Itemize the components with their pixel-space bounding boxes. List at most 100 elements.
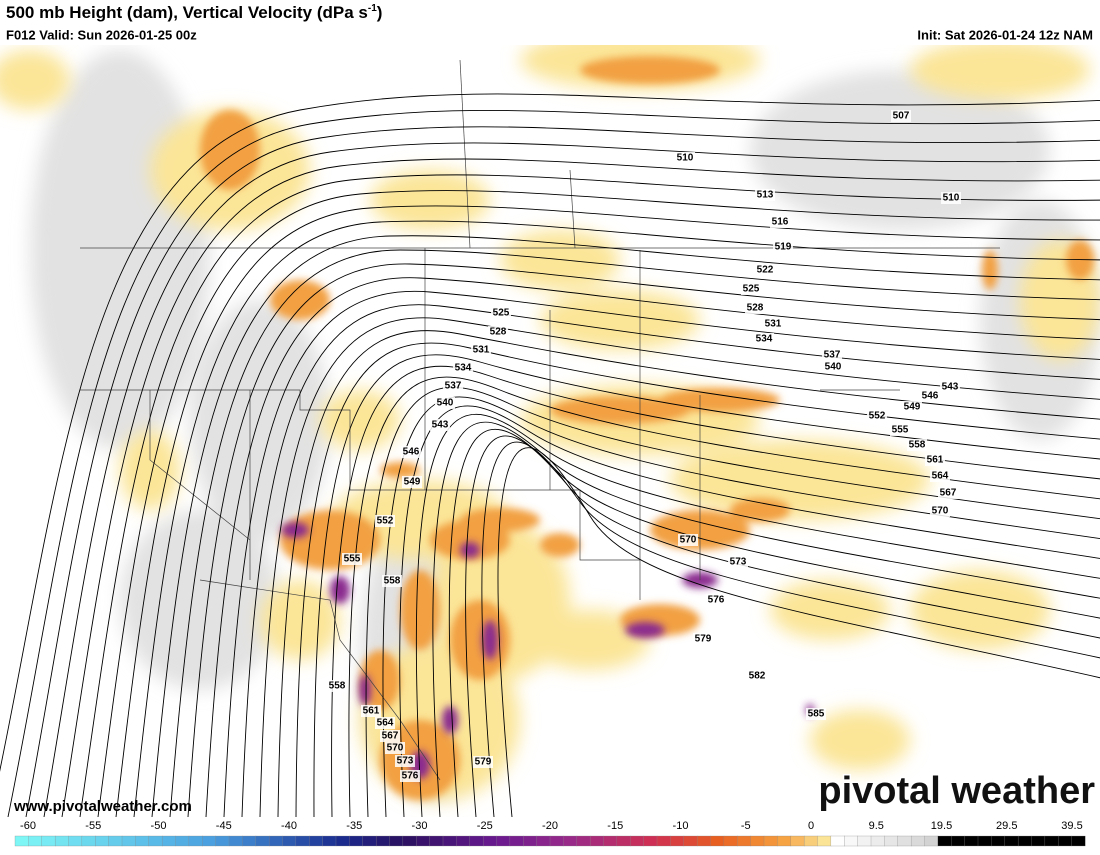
contour-label: 576 <box>708 595 725 606</box>
contour-line <box>448 428 1100 817</box>
colorbar-segment <box>28 835 43 847</box>
colorbar-segment <box>1071 835 1086 847</box>
colorbar-segment <box>295 835 310 847</box>
contour-label-bg <box>867 410 887 422</box>
colorbar-label: -60 <box>20 820 36 832</box>
colorbar-segment <box>14 835 29 847</box>
gray-area <box>750 70 1050 230</box>
yellow-area <box>500 230 620 290</box>
colorbar-segment <box>509 835 524 847</box>
colorbar-label: -35 <box>346 820 362 832</box>
colorbar-segment <box>175 835 190 847</box>
colorbar-segment <box>603 835 618 847</box>
contour-label: 570 <box>387 743 404 754</box>
colorbar-segment <box>121 835 136 847</box>
contour-label: 513 <box>757 190 774 201</box>
orange-area <box>270 280 330 320</box>
colorbar-segment <box>242 835 257 847</box>
border-line <box>569 169 576 249</box>
colorbar-segment <box>429 835 444 847</box>
contour-label: 561 <box>363 706 380 717</box>
contour-label: 576 <box>402 771 419 782</box>
contour-label-bg <box>770 216 790 228</box>
contour-label-bg <box>891 110 911 122</box>
colorbar-segment <box>1044 835 1059 847</box>
contour-label-bg <box>890 424 910 436</box>
orange-area <box>450 600 510 680</box>
contour-label-bg <box>361 705 381 717</box>
colorbar-segment <box>563 835 578 847</box>
colorbar-label: -55 <box>85 820 101 832</box>
colorbar-segment <box>496 835 511 847</box>
colorbar-segment <box>335 835 350 847</box>
colorbar-segment <box>54 835 69 847</box>
contour-label: 543 <box>942 382 959 393</box>
valid-time: F012 Valid: Sun 2026-01-25 00z <box>6 27 197 42</box>
colorbar-segment <box>188 835 203 847</box>
contour-label: 525 <box>743 284 760 295</box>
contour-line <box>399 405 1100 817</box>
colorbar-segment <box>536 835 551 847</box>
colorbar-segment <box>135 835 150 847</box>
colorbar-segment <box>322 835 337 847</box>
contour-label-bg <box>488 326 508 338</box>
title: 500 mb Height (dam), Vertical Velocity (… <box>6 3 382 23</box>
purple-area <box>281 522 309 538</box>
contour-label: 537 <box>824 350 841 361</box>
colorbar-segment <box>161 835 176 847</box>
init-time: Init: Sat 2026-01-24 12z NAM <box>917 27 1093 42</box>
contour-label: 558 <box>329 681 346 692</box>
contour-label: 579 <box>695 634 712 645</box>
yellow-area <box>910 45 1090 100</box>
border-line <box>199 579 441 781</box>
orange-area <box>730 498 790 522</box>
border-line <box>149 390 251 541</box>
contours <box>0 93 1100 817</box>
contour-label: 540 <box>437 398 454 409</box>
contour-label-bg <box>435 397 455 409</box>
colorbar: -60 -55 -50 -45 -40 -35 -30 -25 -20 -15 -10 -5 0 9.5 1… <box>14 820 1086 847</box>
contour-label: 570 <box>680 535 697 546</box>
contour-label: 534 <box>455 363 472 374</box>
purple-area <box>482 620 498 660</box>
colorbar-segment <box>523 835 538 847</box>
colorbar-segment <box>977 835 992 847</box>
contour-label-bg <box>430 419 450 431</box>
contour-label-bg <box>920 390 940 402</box>
colorbar-segment <box>710 835 725 847</box>
contour-label: 555 <box>892 425 909 436</box>
logo: pivotal weather <box>818 770 1095 812</box>
contour-line <box>187 263 1100 817</box>
contour-line <box>481 441 1100 817</box>
colorbar-label: 29.5 <box>996 820 1017 832</box>
contour-label: 567 <box>940 488 957 499</box>
colorbar-segment <box>951 835 966 847</box>
contour-label-bg <box>822 349 842 361</box>
colorbar-segment <box>362 835 377 847</box>
contour-line <box>115 205 1100 817</box>
colorbar-segment <box>1058 835 1073 847</box>
contour-label: 516 <box>772 217 789 228</box>
contour-label-bg <box>402 476 422 488</box>
contour-label: 555 <box>344 554 361 565</box>
contour-label-bg <box>327 680 347 692</box>
contour-label: 528 <box>747 303 764 314</box>
orange-area <box>982 250 998 290</box>
contour-label: 522 <box>757 265 774 276</box>
colorbar-label: 9.5 <box>869 820 884 832</box>
contour-label: 546 <box>403 447 420 458</box>
contour-label-bg <box>938 487 958 499</box>
contour-label-bg <box>375 717 395 729</box>
contour-line <box>43 142 1100 817</box>
contour-line <box>97 190 1100 817</box>
colorbar-segment <box>696 835 711 847</box>
colorbar-segment <box>416 835 431 847</box>
contour-label: 546 <box>922 391 939 402</box>
contour-line <box>365 387 1100 817</box>
contour-label: 519 <box>775 242 792 253</box>
colorbar-segment <box>549 835 564 847</box>
contour-label-bg <box>773 241 793 253</box>
contour-label-bg <box>473 756 493 768</box>
